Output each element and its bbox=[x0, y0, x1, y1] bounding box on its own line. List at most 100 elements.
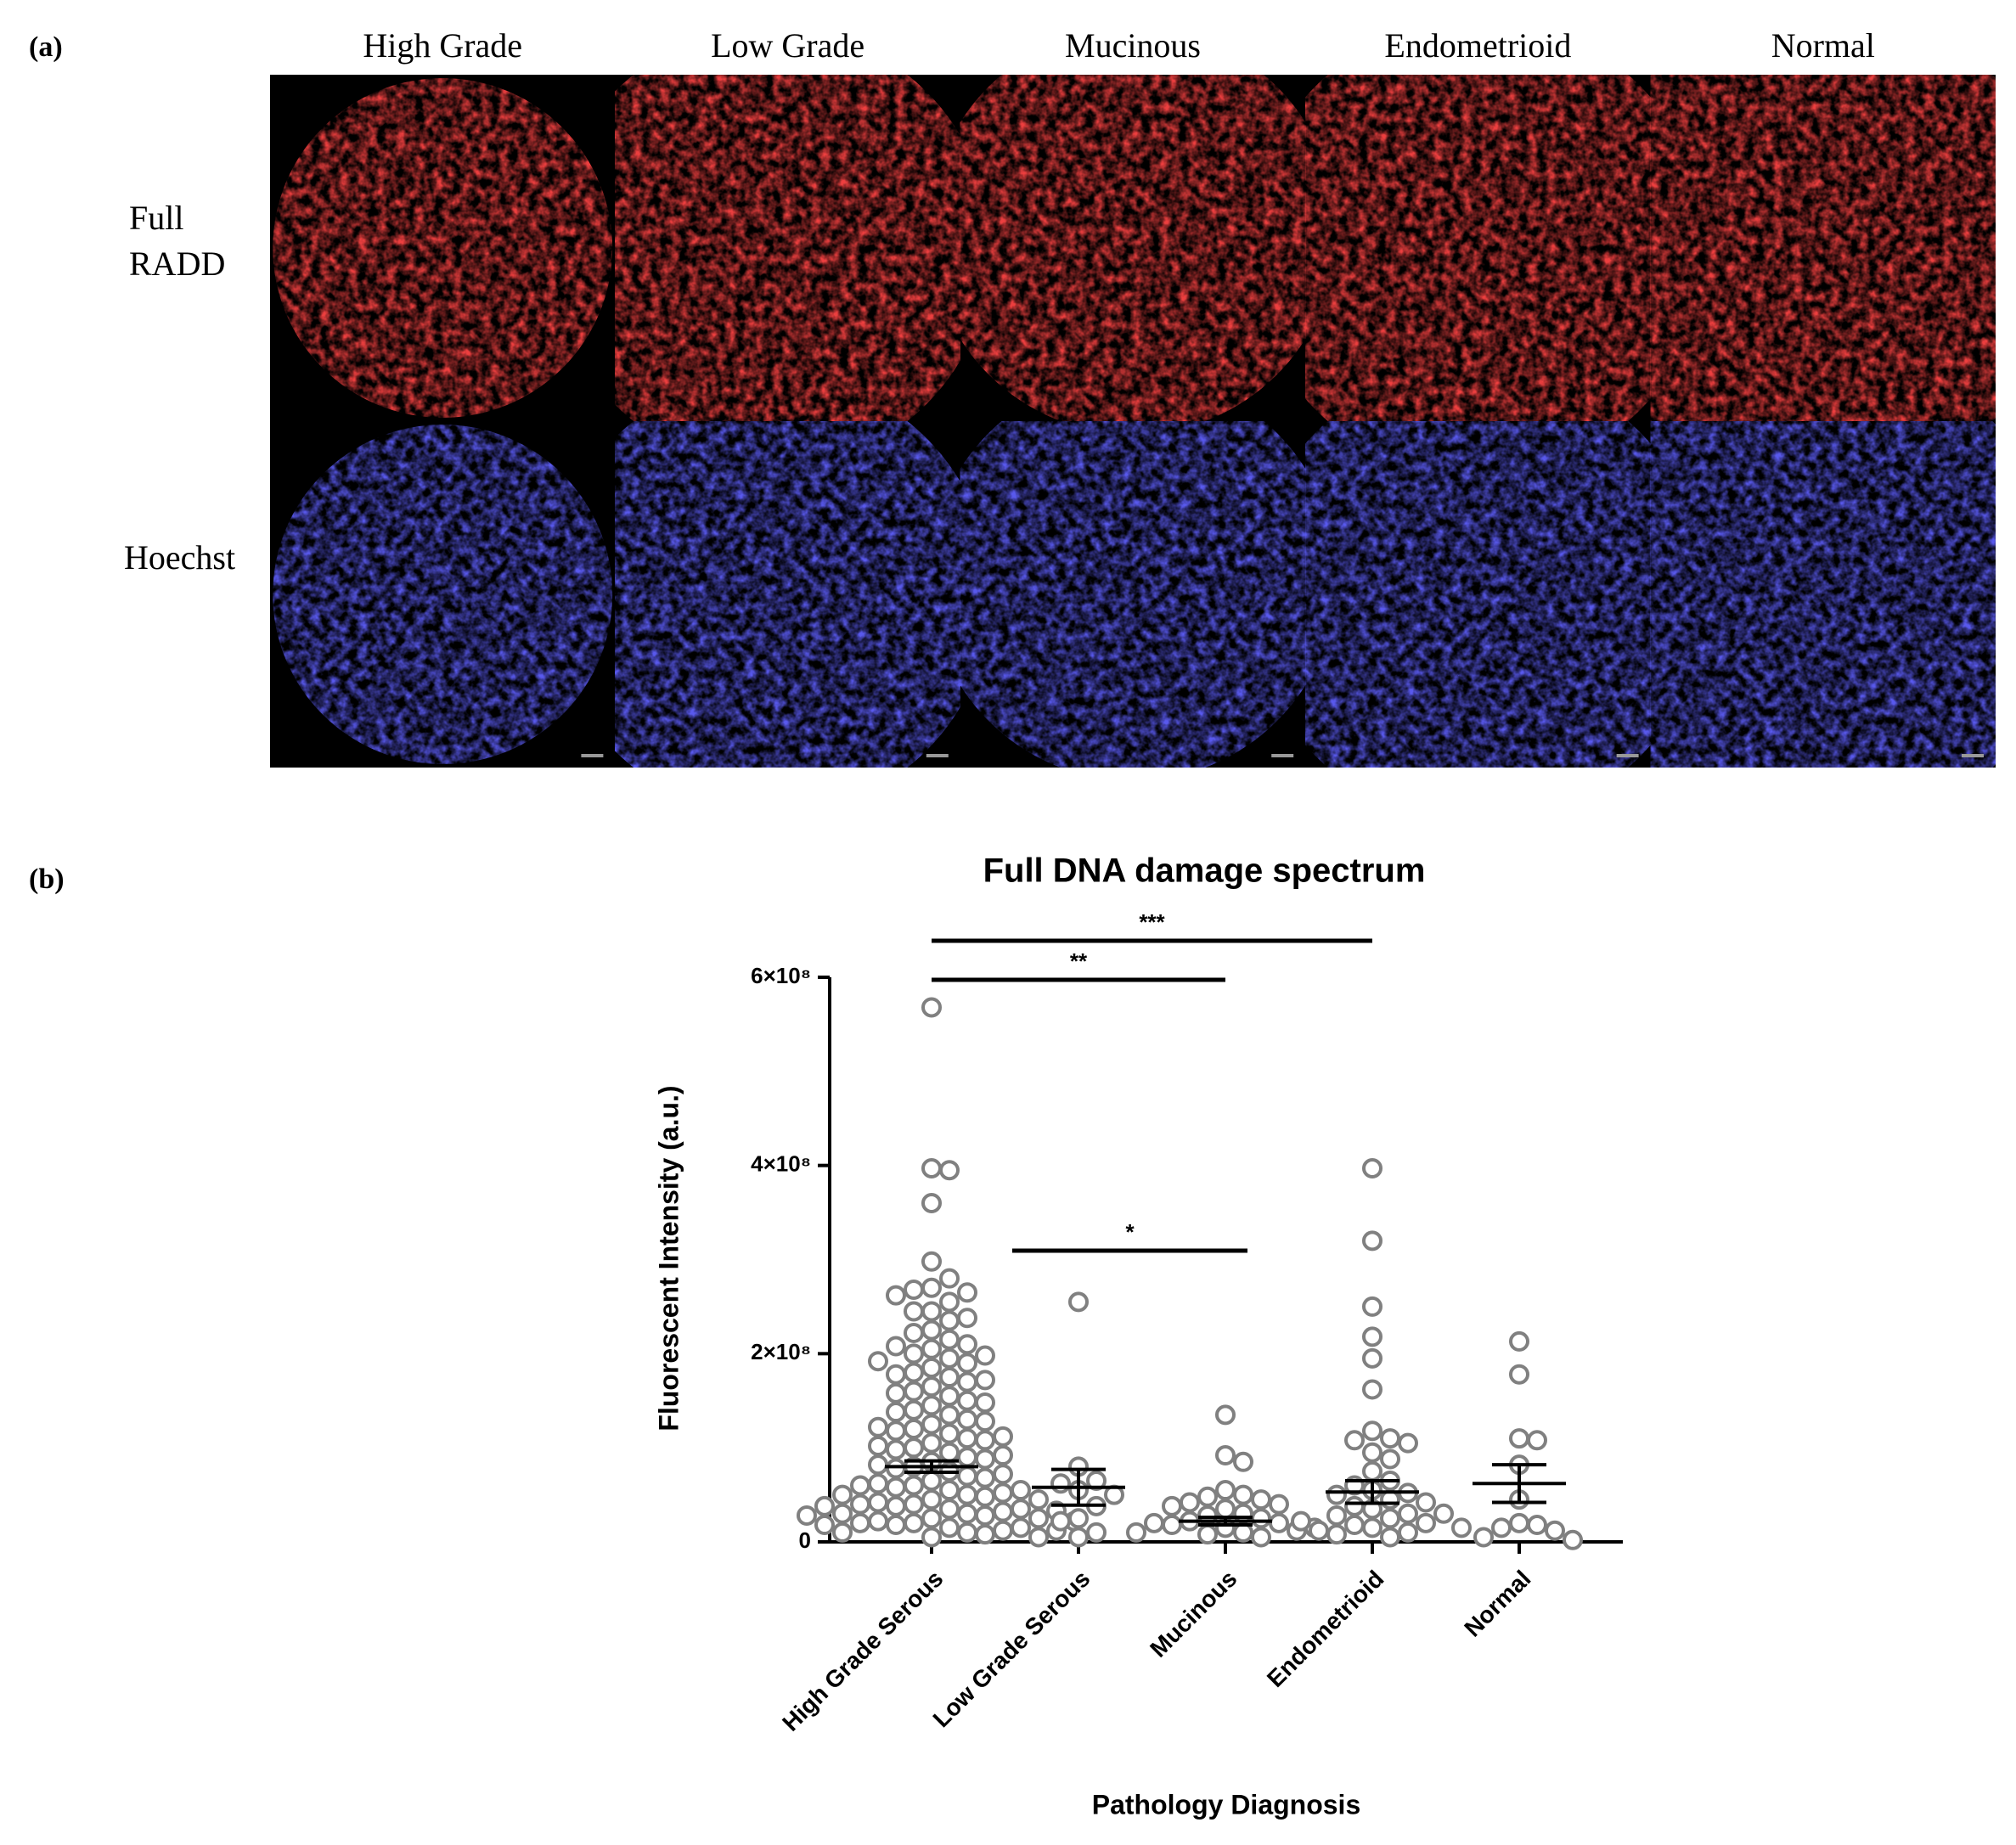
data-point bbox=[939, 1347, 960, 1369]
data-point bbox=[832, 1522, 853, 1543]
data-point bbox=[904, 1475, 924, 1496]
data-point bbox=[886, 1336, 906, 1357]
data-point bbox=[1380, 1428, 1400, 1449]
data-point bbox=[1433, 1503, 1454, 1524]
data-point bbox=[939, 1329, 960, 1350]
sem-bar bbox=[1492, 1463, 1546, 1505]
data-point bbox=[993, 1501, 1013, 1522]
data-point bbox=[797, 1505, 817, 1526]
data-point bbox=[904, 1279, 924, 1300]
data-point bbox=[832, 1503, 853, 1524]
data-point bbox=[1527, 1430, 1547, 1451]
tissue bbox=[960, 75, 1306, 421]
data-point bbox=[993, 1482, 1013, 1504]
data-point bbox=[939, 1442, 960, 1463]
data-point bbox=[939, 1517, 960, 1538]
data-point bbox=[1011, 1499, 1031, 1520]
data-point bbox=[1269, 1493, 1289, 1515]
data-point bbox=[1028, 1508, 1049, 1529]
data-point bbox=[1509, 1364, 1529, 1385]
panel-label: (b) bbox=[29, 863, 65, 895]
data-point bbox=[886, 1495, 906, 1516]
data-point bbox=[939, 1423, 960, 1444]
data-point bbox=[868, 1473, 888, 1494]
data-point bbox=[904, 1512, 924, 1533]
data-point bbox=[1251, 1489, 1271, 1510]
data-point bbox=[1068, 1508, 1089, 1529]
data-point bbox=[1362, 1296, 1382, 1317]
data-point bbox=[921, 1301, 942, 1322]
x-tick-label: High Grade Serous bbox=[777, 1566, 948, 1736]
data-point bbox=[1269, 1512, 1289, 1533]
data-point bbox=[921, 1251, 942, 1272]
data-point bbox=[1416, 1492, 1436, 1513]
data-point bbox=[1068, 1527, 1089, 1548]
data-point bbox=[1215, 1499, 1236, 1520]
data-point bbox=[993, 1426, 1013, 1447]
data-point bbox=[1491, 1517, 1512, 1538]
data-point bbox=[921, 1395, 942, 1416]
data-point bbox=[904, 1322, 924, 1343]
data-point bbox=[921, 997, 942, 1018]
data-point bbox=[975, 1486, 995, 1507]
data-point bbox=[975, 1505, 995, 1526]
data-point bbox=[1362, 1442, 1382, 1463]
data-point bbox=[975, 1411, 995, 1432]
data-point bbox=[1068, 1291, 1089, 1313]
tissue bbox=[615, 75, 960, 421]
scale-bar bbox=[1962, 754, 1984, 757]
data-point bbox=[1215, 1445, 1236, 1466]
data-point bbox=[1086, 1470, 1107, 1491]
data-point bbox=[904, 1381, 924, 1402]
data-point bbox=[1326, 1524, 1347, 1545]
data-point bbox=[939, 1499, 960, 1520]
y-tick-label: 6×10⁸ bbox=[751, 963, 811, 988]
data-point bbox=[1380, 1448, 1400, 1470]
data-point bbox=[921, 1470, 942, 1491]
data-point bbox=[832, 1484, 853, 1505]
data-point bbox=[1197, 1486, 1218, 1507]
data-point bbox=[814, 1495, 835, 1516]
data-point bbox=[850, 1512, 870, 1533]
data-point bbox=[921, 1193, 942, 1213]
data-point bbox=[939, 1367, 960, 1388]
data-point bbox=[975, 1392, 995, 1413]
micrographs bbox=[273, 75, 1996, 768]
data-point bbox=[921, 1527, 942, 1548]
tissue bbox=[960, 421, 1306, 768]
data-point bbox=[1326, 1505, 1347, 1526]
data-point bbox=[1545, 1520, 1565, 1541]
y-tick-label: 2×10⁸ bbox=[751, 1339, 811, 1364]
data-point bbox=[921, 1277, 942, 1298]
data-point bbox=[904, 1343, 924, 1364]
data-point bbox=[1362, 1420, 1382, 1442]
data-point bbox=[868, 1492, 888, 1513]
data-point bbox=[957, 1409, 977, 1430]
tissue bbox=[273, 78, 613, 418]
tissue bbox=[1305, 421, 1651, 768]
data-point bbox=[1344, 1430, 1365, 1451]
x-tick-label: Normal bbox=[1459, 1566, 1535, 1642]
sem-bar bbox=[1345, 1478, 1399, 1505]
data-point bbox=[921, 1376, 942, 1398]
data-point bbox=[868, 1510, 888, 1532]
data-point bbox=[957, 1503, 977, 1524]
data-point bbox=[975, 1370, 995, 1391]
data-point bbox=[1527, 1515, 1547, 1536]
data-point bbox=[886, 1458, 906, 1479]
data-point bbox=[904, 1493, 924, 1515]
data-point bbox=[1344, 1495, 1365, 1516]
data-point bbox=[1144, 1512, 1164, 1533]
data-point bbox=[886, 1477, 906, 1498]
data-point bbox=[1326, 1484, 1347, 1505]
data-point bbox=[886, 1285, 906, 1306]
data-point bbox=[957, 1334, 977, 1355]
scale-bar bbox=[1616, 754, 1639, 757]
data-point bbox=[939, 1291, 960, 1313]
column-label: Normal bbox=[1771, 26, 1875, 65]
data-point bbox=[868, 1435, 888, 1456]
data-point bbox=[1233, 1451, 1253, 1472]
data-point bbox=[957, 1447, 977, 1468]
data-point bbox=[850, 1475, 870, 1496]
tissue bbox=[1650, 421, 1996, 768]
